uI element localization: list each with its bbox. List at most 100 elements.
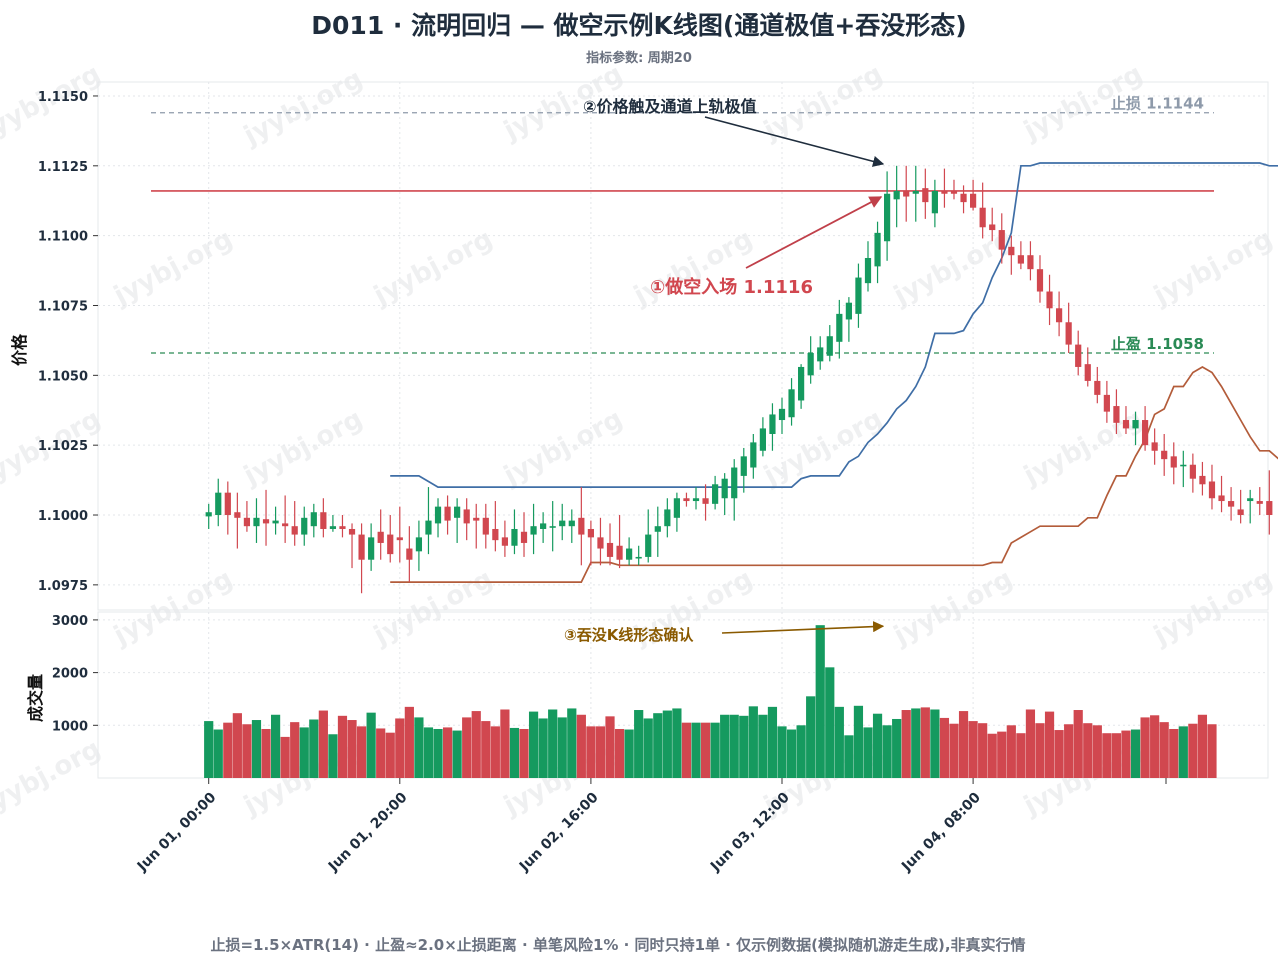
- candle-body: [291, 526, 298, 535]
- candle-body: [864, 258, 872, 284]
- candle-body: [750, 442, 757, 468]
- candle-body: [501, 537, 509, 546]
- candle-body: [654, 526, 661, 532]
- candle-body: [1103, 394, 1110, 412]
- candle-body: [702, 498, 709, 504]
- volume-bar: [758, 714, 768, 778]
- volume-bar: [462, 717, 472, 778]
- volume-bar: [978, 723, 988, 778]
- volume-bar: [337, 715, 348, 778]
- chart-footer: 止损=1.5×ATR(14) · 止盈≈2.0×止损距离 · 单笔风险1% · …: [210, 936, 1026, 954]
- volume-bar: [997, 731, 1007, 778]
- volume-bar: [442, 727, 453, 778]
- candle-body: [1170, 456, 1177, 468]
- candle-body: [1227, 501, 1235, 507]
- volume-bar: [509, 727, 520, 778]
- volume-bar: [471, 711, 481, 778]
- volume-bar: [958, 711, 969, 778]
- candle-body: [998, 230, 1005, 250]
- volume-y-ticks: 1000 2000 3000: [52, 614, 98, 734]
- volume-bar: [882, 725, 892, 778]
- candle-body: [1247, 498, 1254, 502]
- candle-body: [645, 534, 652, 557]
- volume-bar: [1207, 724, 1217, 778]
- candle-body: [253, 517, 260, 527]
- watermark: jyybj.org: [1018, 404, 1147, 492]
- volume-bar: [662, 710, 672, 778]
- candle-body: [1094, 380, 1101, 395]
- volume-tick-label: 2000: [52, 667, 88, 682]
- volume-bar: [452, 730, 462, 778]
- volume-bar: [634, 710, 644, 778]
- candle-body: [243, 517, 251, 527]
- candle-body: [1084, 364, 1091, 381]
- volume-bar: [605, 716, 615, 778]
- volume-bar: [796, 725, 806, 778]
- chart-subtitle: 指标参数: 周期20: [586, 51, 692, 66]
- volume-bar: [672, 708, 682, 778]
- candle-body: [578, 517, 585, 535]
- candle-body: [358, 534, 365, 560]
- y-tick-label: 1.1150: [38, 90, 88, 105]
- volume-bar: [280, 736, 290, 778]
- candle-body: [320, 512, 327, 529]
- watermark: jyybj.org: [1148, 224, 1277, 312]
- candle-body: [482, 517, 489, 535]
- volume-bar: [204, 721, 214, 778]
- candle-body: [1161, 450, 1168, 460]
- y-tick-label: 1.1025: [38, 439, 88, 454]
- candle-body: [721, 478, 728, 499]
- volume-bar: [1025, 709, 1036, 778]
- candle-body: [616, 545, 623, 560]
- candle-body: [1256, 501, 1263, 504]
- volume-bar: [681, 722, 692, 778]
- candle-body: [712, 484, 719, 504]
- volume-bar: [433, 728, 443, 778]
- entry-annotation-arrow: [745, 196, 883, 269]
- entry-annotation: ①做空入场 1.1116: [650, 276, 813, 298]
- candle-body: [1055, 308, 1063, 323]
- volume-bar: [624, 729, 634, 778]
- volume-bar: [1035, 723, 1045, 778]
- price-panel-frame: [97, 81, 1269, 611]
- volume-bar: [930, 709, 940, 778]
- y-ticks: 1.0975 1.1000 1.1025 1.1050 1.1075 1.1100 1.11…: [38, 90, 98, 594]
- volume-bar: [806, 696, 816, 778]
- candle-body: [1065, 322, 1072, 345]
- volume-bar: [309, 719, 319, 778]
- candle-body: [626, 548, 633, 560]
- volume-bar: [949, 723, 959, 778]
- volume-bar: [538, 718, 548, 778]
- candle-body: [454, 506, 461, 518]
- candle-body: [387, 534, 394, 555]
- candle-body: [415, 537, 423, 552]
- candle-body: [1237, 509, 1244, 516]
- candle-body: [434, 506, 442, 524]
- volume-bar: [567, 708, 577, 778]
- volume-bar: [1111, 733, 1122, 778]
- volume-bar: [1092, 725, 1102, 778]
- volume-bar: [356, 726, 367, 778]
- volume-bar: [395, 718, 405, 778]
- engulfing-annotation-arrow: [721, 621, 885, 634]
- volume-bar: [1054, 730, 1064, 778]
- candle-body: [1132, 420, 1139, 429]
- volume-bar: [347, 720, 357, 778]
- volume-bar: [1150, 715, 1160, 778]
- candle-body: [377, 531, 384, 543]
- volume-bar: [691, 722, 701, 778]
- candle-body: [1046, 291, 1053, 309]
- volume-tick-label: 1000: [52, 719, 88, 734]
- volume-bar: [318, 710, 328, 778]
- candle-body: [492, 528, 499, 541]
- volume-bar: [920, 707, 930, 778]
- candle-body: [1036, 269, 1044, 292]
- volume-bars: [204, 625, 1217, 778]
- volume-bar: [595, 726, 606, 778]
- volume-bar: [1016, 733, 1026, 778]
- candle-body: [1113, 406, 1120, 423]
- volume-bar: [739, 715, 749, 778]
- candle-body: [1008, 246, 1015, 256]
- candle-body: [1218, 495, 1225, 502]
